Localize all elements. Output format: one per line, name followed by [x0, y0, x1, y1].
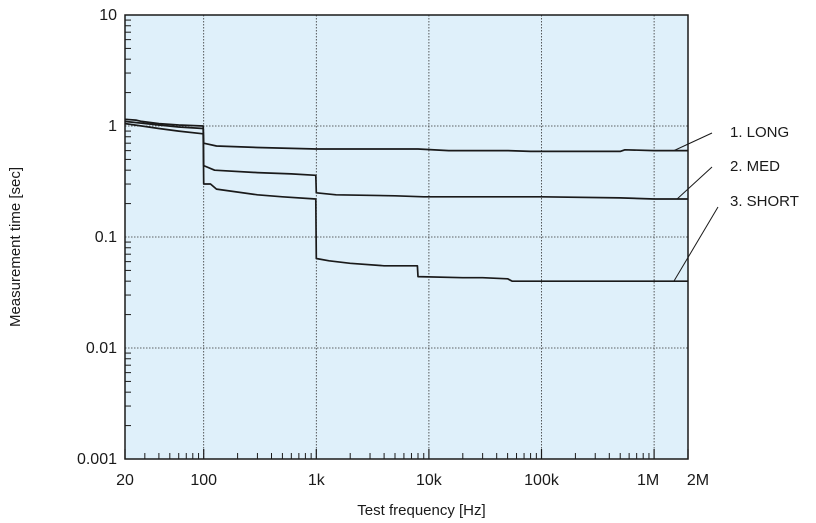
x-tick-label: 100 [190, 472, 217, 489]
y-tick-labels: 0.001 0.01 0.1 1 10 [77, 7, 117, 468]
y-tick-label: 0.001 [77, 451, 117, 468]
x-tick-labels: 20 100 1k 10k 100k 1M 2M [116, 472, 709, 489]
x-tick-label: 10k [416, 472, 443, 489]
x-tick-label: 100k [524, 472, 560, 489]
y-tick-label: 0.1 [95, 229, 117, 246]
y-tick-label: 1 [108, 118, 117, 135]
legend-label: 3. SHORT [730, 193, 799, 210]
series-line-1 [124, 118, 688, 153]
minor-ticks [124, 19, 689, 459]
series-line-3 [124, 122, 688, 283]
y-axis-title: Measurement time [sec] [7, 167, 24, 327]
legend-leader-line [676, 166, 713, 200]
legend-leader-line [673, 132, 713, 152]
y-tick-label: 0.01 [86, 340, 117, 357]
x-tick-label: 2M [687, 472, 709, 489]
x-axis-title: Test frequency [Hz] [357, 502, 485, 519]
x-tick-label: 20 [116, 472, 134, 489]
legend-label: 1. LONG [730, 124, 789, 141]
legend-label: 2. MED [730, 158, 780, 175]
series-line-2 [124, 120, 688, 200]
plot-frame [124, 14, 689, 460]
y-tick-label: 10 [99, 7, 117, 24]
legend: 1. LONG 2. MED 3. SHORT [673, 124, 799, 282]
x-tick-label: 1k [308, 472, 326, 489]
x-tick-label: 1M [637, 472, 659, 489]
legend-leader-line [673, 206, 719, 282]
series-group [124, 118, 688, 283]
